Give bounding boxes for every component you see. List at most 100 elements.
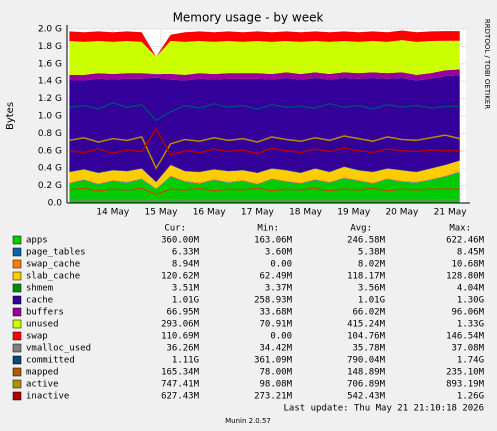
x-tick-label: 15 May bbox=[145, 208, 179, 218]
legend-label: mapped bbox=[26, 368, 59, 378]
legend-stat: 8.02M bbox=[358, 260, 386, 270]
x-tick-label: 20 May bbox=[385, 208, 419, 218]
legend-swatch bbox=[12, 331, 22, 341]
legend: Cur: Min: Avg: Max: apps 360.00M 163.06M 246.58… bbox=[12, 224, 485, 402]
legend-label: slab_cache bbox=[26, 272, 80, 282]
x-tick-label: 14 May bbox=[96, 208, 130, 218]
legend-swatch bbox=[12, 283, 22, 293]
legend-label: committed bbox=[26, 356, 75, 366]
area bbox=[69, 40, 460, 75]
plot bbox=[69, 30, 460, 203]
legend-stat: 1.11G bbox=[172, 356, 199, 366]
legend-stat: 1.74G bbox=[457, 356, 484, 366]
legend-stat: 6.33M bbox=[172, 248, 200, 258]
legend-stat: 627.43M bbox=[161, 392, 200, 402]
legend-stat: 165.34M bbox=[161, 368, 200, 378]
legend-stat: 3.60M bbox=[265, 248, 293, 258]
y-tick-label: 1.2 G bbox=[38, 94, 62, 104]
legend-swatch bbox=[12, 367, 22, 377]
legend-swatch bbox=[12, 391, 22, 401]
legend-swatch bbox=[12, 379, 22, 389]
legend-stat: 415.24M bbox=[347, 320, 386, 330]
legend-stat: 110.69M bbox=[161, 332, 200, 342]
area bbox=[69, 160, 460, 189]
legend-label: active bbox=[26, 380, 59, 390]
legend-swatch bbox=[12, 235, 22, 245]
legend-stat: 148.89M bbox=[347, 368, 386, 378]
legend-stat: 542.43M bbox=[347, 392, 386, 402]
legend-label: page_tables bbox=[26, 248, 86, 258]
legend-stat: 360.00M bbox=[161, 236, 200, 246]
legend-stat: 258.93M bbox=[254, 296, 293, 306]
legend-swatch bbox=[12, 319, 22, 329]
legend-label: swap_cache bbox=[26, 260, 80, 270]
area bbox=[69, 30, 460, 57]
x-tick-label: 18 May bbox=[289, 208, 323, 218]
y-tick-label: 2.0 G bbox=[38, 25, 62, 35]
legend-stat: 3.56M bbox=[358, 284, 386, 294]
legend-stat: 622.46M bbox=[446, 236, 485, 246]
chart-title: Memory usage - by week bbox=[173, 11, 324, 25]
legend-stat: 78.00M bbox=[259, 368, 292, 378]
legend-stat: 706.89M bbox=[347, 380, 386, 390]
legend-swatch bbox=[12, 355, 22, 365]
axes bbox=[66, 25, 470, 204]
legend-stat: 361.09M bbox=[254, 356, 293, 366]
legend-stat: 8.94M bbox=[172, 260, 200, 270]
line bbox=[69, 127, 460, 157]
legend-stat: 0.00 bbox=[270, 332, 292, 342]
legend-header: Avg: bbox=[350, 224, 372, 234]
legend-stat: 62.49M bbox=[259, 272, 292, 282]
legend-swatch bbox=[12, 343, 22, 353]
area bbox=[69, 69, 460, 81]
side-text: RRDTOOL / TOBI OETIKER bbox=[483, 19, 491, 109]
legend-label: vmalloc_used bbox=[26, 344, 91, 354]
legend-stat: 4.04M bbox=[457, 284, 485, 294]
y-tick-label: 1.6 G bbox=[38, 59, 62, 69]
legend-stat: 893.19M bbox=[446, 380, 485, 390]
legend-stat: 37.08M bbox=[451, 344, 484, 354]
y-tick-label: 1.4 G bbox=[38, 77, 62, 87]
legend-label: unused bbox=[26, 320, 59, 330]
y-tick-label: 0.4 G bbox=[38, 164, 62, 174]
legend-stat: 36.26M bbox=[166, 344, 199, 354]
legend-stat: 1.26G bbox=[457, 392, 484, 402]
legend-stat: 66.02M bbox=[352, 308, 385, 318]
legend-stat: 98.08M bbox=[259, 380, 292, 390]
footer: Munin 2.0.57 bbox=[225, 417, 271, 425]
legend-stat: 96.06M bbox=[451, 308, 484, 318]
legend-stat: 146.54M bbox=[446, 332, 485, 342]
legend-stat: 35.78M bbox=[352, 344, 385, 354]
legend-stat: 0.00 bbox=[270, 260, 292, 270]
legend-label: buffers bbox=[26, 308, 64, 318]
legend-stat: 235.10M bbox=[446, 368, 485, 378]
area bbox=[69, 75, 460, 182]
legend-stat: 1.33G bbox=[457, 320, 484, 330]
x-tick-label: 17 May bbox=[241, 208, 275, 218]
legend-label: shmem bbox=[26, 284, 53, 294]
legend-stat: 246.58M bbox=[347, 236, 386, 246]
legend-stat: 5.38M bbox=[358, 248, 386, 258]
legend-stat: 128.80M bbox=[446, 272, 485, 282]
y-tick-label: 1.0 G bbox=[38, 112, 62, 122]
x-tick-label: 16 May bbox=[193, 208, 227, 218]
legend-stat: 1.01G bbox=[172, 296, 199, 306]
legend-stat: 8.45M bbox=[457, 248, 485, 258]
line bbox=[69, 102, 460, 122]
y-tick-label: 1.8 G bbox=[38, 42, 62, 52]
y-tick-label: 0.8 G bbox=[38, 129, 62, 139]
x-tick-label: 19 May bbox=[337, 208, 371, 218]
legend-stat: 33.68M bbox=[259, 308, 292, 318]
legend-swatch bbox=[12, 271, 22, 281]
y-axis-label: Bytes bbox=[5, 102, 16, 130]
y-tick-label: 0.2 G bbox=[38, 181, 62, 191]
line bbox=[69, 134, 460, 170]
legend-stat: 273.21M bbox=[254, 392, 293, 402]
legend-stat: 3.51M bbox=[172, 284, 200, 294]
legend-stat: 3.37M bbox=[265, 284, 293, 294]
legend-stat: 70.91M bbox=[259, 320, 292, 330]
legend-stat: 118.17M bbox=[347, 272, 386, 282]
legend-stat: 1.01G bbox=[358, 296, 385, 306]
y-tick-label: 0.0 bbox=[48, 199, 63, 209]
